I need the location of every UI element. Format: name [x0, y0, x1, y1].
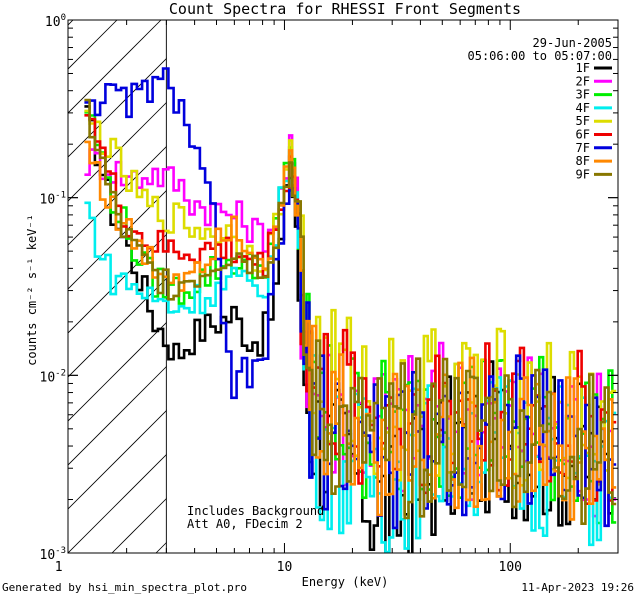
time-range-label: 05:06:00 to 05:07:00 [468, 49, 613, 63]
y-tick-labels: 100 10-1 10-2 10-3 [40, 13, 67, 563]
series-line-8F [84, 140, 617, 521]
plot-frame [67, 19, 619, 554]
series-line-9F [84, 98, 617, 525]
y-axis-label: counts cm⁻² s⁻¹ keV⁻¹ [25, 214, 39, 366]
hatch-line [68, 20, 162, 114]
legend-label-8F: 8F [576, 154, 590, 168]
x-tick-labels: 1 10 100 [55, 560, 522, 575]
y-tick-label-1e-1: 10-1 [40, 191, 67, 208]
legend-label-6F: 6F [576, 128, 590, 142]
y-tick-label-1e0: 100 [45, 13, 66, 30]
legend-label-5F: 5F [576, 114, 590, 128]
x-axis-label: Energy (keV) [302, 575, 389, 589]
hatch-line [68, 20, 118, 70]
y-axis [68, 19, 618, 554]
legend-label-2F: 2F [576, 74, 590, 88]
y-tick-label-1e-2: 10-2 [40, 368, 67, 385]
chart-title: Count Spectra for RHESSI Front Segments [169, 0, 521, 18]
footer-timestamp: 11-Apr-2023 19:26 [521, 581, 634, 594]
date-label: 29-Jun-2005 [533, 36, 612, 50]
x-axis [126, 20, 619, 553]
x-tick-label-100: 100 [499, 560, 522, 575]
footer-generator: Generated by hsi_min_spectra_plot.pro [2, 581, 248, 594]
annotation-attenuator: Att A0, FDecim 2 [187, 517, 303, 531]
x-tick-label-10: 10 [277, 560, 293, 575]
legend-label-9F: 9F [576, 167, 590, 181]
legend-label-1F: 1F [576, 61, 590, 75]
hatch-line [68, 20, 206, 158]
legend-label-3F: 3F [576, 88, 590, 102]
hatch-line [68, 20, 250, 202]
legend-label-7F: 7F [576, 141, 590, 155]
series-layer [84, 67, 617, 553]
y-tick-label-1e-3: 10-3 [40, 546, 67, 563]
annotation-background: Includes Background [187, 504, 324, 518]
legend-label-4F: 4F [576, 101, 590, 115]
x-tick-label-1: 1 [55, 560, 63, 575]
